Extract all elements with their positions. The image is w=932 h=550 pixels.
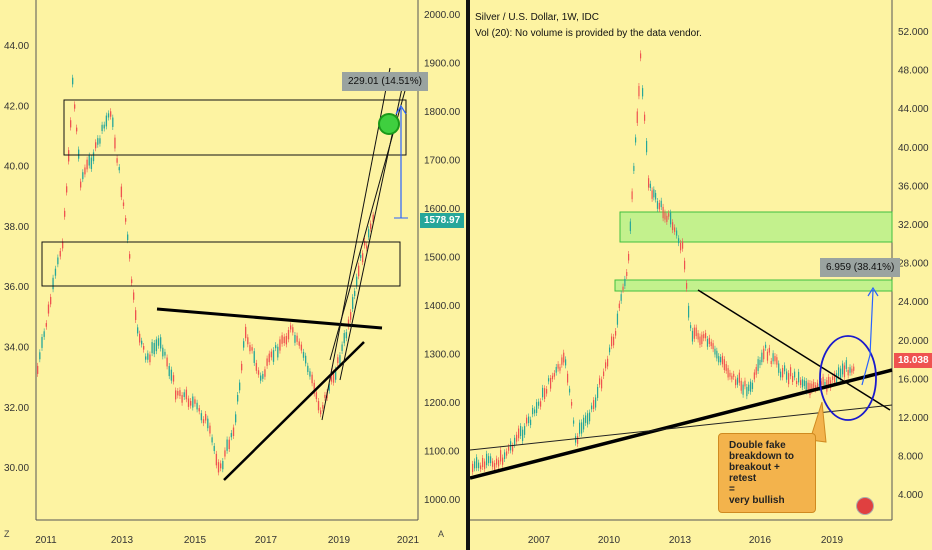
right-price-series [472,50,855,475]
left-target-marker[interactable] [378,113,400,135]
right-price-tick-label: 52.000 [898,27,929,38]
left-price-tick-label: 34.00 [4,343,29,354]
left-measure-label[interactable]: 229.01 (14.51%) [342,72,428,91]
right-chart-pane[interactable]: 52.000 48.000 44.000 40.000 36.000 32.000 28.0… [470,0,932,550]
right-price-tick-label: 4.000 [898,490,923,501]
left-price-tick-label: 44.00 [4,41,29,52]
right-breakout-circle[interactable] [819,335,877,421]
left-price-tick-label: 36.00 [4,282,29,293]
right-lower-zone[interactable] [614,279,893,292]
left-secondary-tick-label: 2000.00 [424,10,461,21]
left-price-tick-label: 30.00 [4,463,29,474]
left-secondary-tick-label: 1200.00 [424,398,461,409]
right-time-tick-label: 2019 [821,535,844,546]
pane-divider[interactable] [466,0,470,550]
chart-title[interactable]: Silver / U.S. Dollar, 1W, IDC [475,12,599,23]
left-time-tick-label: 2017 [255,535,278,546]
right-time-tick-label: 2016 [749,535,772,546]
right-price-tick-label: 36.000 [898,181,929,192]
right-upper-zone[interactable] [619,211,893,243]
volume-note: Vol (20): No volume is provided by the d… [475,28,702,39]
us-flag-icon [856,497,874,515]
right-price-tick-label: 16.000 [898,374,929,385]
left-time-tick-label: 2013 [111,535,134,546]
right-current-price-tag: 18.038 [894,353,932,368]
right-price-tick-label: 12.000 [898,413,929,424]
right-price-tick-label: 44.000 [898,104,929,115]
zoom-icon[interactable]: Z [4,529,10,539]
left-time-tick-label: 2019 [328,535,351,546]
left-price-tick-label: 40.00 [4,162,29,173]
note-line: breakdown to [729,451,795,462]
right-time-tick-label: 2013 [669,535,692,546]
right-time-tick-label: 2007 [528,535,551,546]
right-price-tick-label: 28.000 [898,259,929,270]
left-descending-trendline[interactable] [156,307,383,330]
left-price-tick-label: 38.00 [4,222,29,233]
right-projection-arrow[interactable] [861,289,874,386]
left-secondary-tick-label: 1600.00 [424,204,461,215]
left-secondary-tick-label: 1800.00 [424,107,461,118]
right-price-tick-label: 40.000 [898,143,929,154]
right-price-tick-label: 8.000 [898,452,923,463]
note-line: = [729,484,735,495]
annotation-note[interactable]: Double fake breakdown to breakout + rete… [718,433,816,513]
right-time-tick-label: 2010 [598,535,621,546]
right-price-tick-label: 48.000 [898,66,929,77]
left-current-price-tag: 1578.97 [420,213,465,228]
left-measure-arrowhead [395,104,407,115]
left-time-tick-label: 2011 [35,535,57,546]
left-chart-canvas[interactable]: 44.00 42.00 40.00 38.00 36.00 34.00 32.00 30.00… [0,0,467,550]
right-projection-arrowhead [867,286,879,297]
note-line: very bullish [729,495,785,506]
left-secondary-tick-label: 1000.00 [424,495,461,506]
left-secondary-tick-label: 1700.00 [424,156,461,167]
auto-scale-toggle[interactable]: A [438,529,445,539]
right-lower-trendline[interactable] [470,404,893,451]
left-secondary-tick-label: 1100.00 [424,447,460,458]
left-price-tick-label: 42.00 [4,101,29,112]
right-long-support-trendline[interactable] [470,368,893,480]
left-secondary-tick-label: 1300.00 [424,350,461,361]
left-secondary-tick-label: 1400.00 [424,301,461,312]
left-resistance-box[interactable] [63,99,407,156]
right-price-tick-label: 32.000 [898,220,929,231]
note-line: Double fake [729,440,786,451]
left-price-tick-label: 32.00 [4,403,29,414]
right-price-tick-label: 20.000 [898,336,929,347]
right-measure-label[interactable]: 6.959 (38.41%) [820,258,901,277]
left-time-tick-label: 2021 [397,535,420,546]
left-price-series [37,74,374,476]
left-secondary-tick-label: 1900.00 [424,59,461,70]
left-support-box[interactable] [41,241,401,287]
note-line: breakout + retest [729,462,780,484]
left-time-tick-label: 2015 [184,535,207,546]
left-secondary-tick-label: 1500.00 [424,253,461,264]
right-descending-trendline[interactable] [697,289,891,411]
right-price-tick-label: 24.000 [898,297,929,308]
note-pointer [809,401,827,443]
left-ascending-trendline[interactable] [223,341,365,481]
left-chart-pane[interactable]: 44.00 42.00 40.00 38.00 36.00 34.00 32.00 30.00… [0,0,467,550]
right-chart-canvas[interactable]: 52.000 48.000 44.000 40.000 36.000 32.000 28.0… [470,0,932,550]
